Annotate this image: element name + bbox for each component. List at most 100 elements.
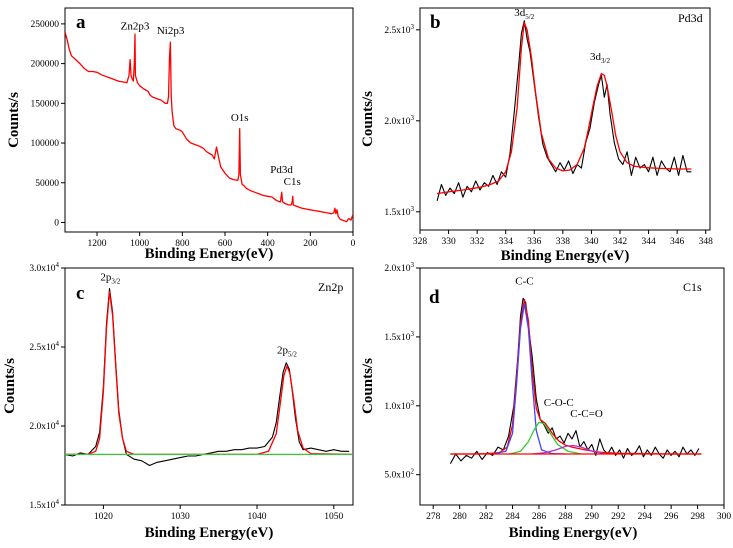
panel-a-annotation: Ni2p3 xyxy=(157,25,185,37)
panel-a-frame xyxy=(64,7,354,233)
panel-a-letter: a xyxy=(76,12,86,33)
ytick-exponent: 4 xyxy=(56,340,60,348)
panel-b-title: Pd3d xyxy=(678,11,703,25)
panel-a-xtick-label: 0 xyxy=(351,239,356,249)
panel-a-xtick-label: 400 xyxy=(261,239,276,249)
panel-b-xtick-label: 338 xyxy=(556,237,571,247)
panel-a-xtick-label: 200 xyxy=(303,239,318,249)
panel-d-annotations: C-C C-O-CC-C=O xyxy=(515,276,603,420)
ytick-exponent: 4 xyxy=(56,419,60,427)
panel-d-xtick-label: 294 xyxy=(638,512,653,522)
panel-c-title: Zn2p xyxy=(318,280,343,294)
ytick-mantissa: 3.0x10 xyxy=(29,264,55,274)
panel-a-ticks: 1200 1000 800 600 400 200 0 0 50000 100000 150000 2… xyxy=(31,20,356,249)
ytick-mantissa: 1.5x10 xyxy=(384,208,410,218)
panel-c-xtick-label: 1050 xyxy=(324,512,343,522)
annotation-subscript: 3/2 xyxy=(111,278,120,286)
panel-d-ylabel: Counts/s xyxy=(360,358,376,414)
panel-c-frame xyxy=(64,267,354,506)
panel-d-title: C1s xyxy=(683,280,702,294)
annotation-text: Pd3d xyxy=(270,164,293,176)
panel-a-series-survey xyxy=(65,31,353,223)
annotation-text: C-C=O xyxy=(570,408,603,420)
ytick-mantissa: 2.0x10 xyxy=(384,117,410,127)
panel-c-ytick-label: 3.0x104 xyxy=(29,261,59,274)
panel-c-ticks: 1020 1030 1040 10501.5x1042.0x1042.5x1043.0… xyxy=(29,261,343,522)
ytick-mantissa: 2.5x10 xyxy=(384,26,410,36)
panel-b-xtick-label: 342 xyxy=(613,237,628,247)
annotation-text: 3d xyxy=(590,51,602,63)
panel-d-letter: d xyxy=(429,287,440,308)
panel-d-annotation: C-C=O xyxy=(570,408,603,420)
panel-d-series-envelope xyxy=(450,299,702,455)
panel-d-xlabel: Binding Energy(eV) xyxy=(509,525,638,541)
panel-c-annotation: 2p3/2 xyxy=(100,272,120,286)
panel-c-xlabel: Binding Energy(eV) xyxy=(145,525,274,541)
ytick-exponent: 4 xyxy=(56,498,60,506)
panel-d-xtick-label: 296 xyxy=(664,512,679,522)
panel-c-ylabel: Counts/s xyxy=(2,358,18,414)
annotation-text: Ni2p3 xyxy=(157,25,185,37)
panel-d-xtick-label: 292 xyxy=(611,512,626,522)
annotation-subscript: 5/2 xyxy=(288,350,297,358)
panel-c-annotation: 2p5/2 xyxy=(277,344,297,358)
panel-b-xtick-label: 334 xyxy=(499,237,514,247)
panel-b-xtick-label: 344 xyxy=(641,237,656,247)
annotation-text: 2p xyxy=(100,272,112,284)
panel-d-ytick-label: 1.0x103 xyxy=(384,399,414,412)
panel-b-ylabel: Counts/s xyxy=(360,91,376,147)
panel-c-ytick-label: 1.5x104 xyxy=(29,498,59,511)
panel-d-ytick-label: 1.5x103 xyxy=(384,330,414,343)
panel-b-xlabel: Binding Energy(eV) xyxy=(501,248,630,264)
panel-d-series-c-c xyxy=(492,303,566,455)
ytick-mantissa: 1.5x10 xyxy=(384,333,410,343)
panel-d-series-c-c-o xyxy=(532,444,606,455)
ytick-exponent: 3 xyxy=(411,23,415,31)
panel-d-xtick-label: 290 xyxy=(585,512,600,522)
panel-c-ytick-label: 2.0x104 xyxy=(29,419,59,432)
panel-d-ytick-label: 5.0x102 xyxy=(384,468,414,481)
panel-b-ytick-label: 2.5x103 xyxy=(384,23,414,36)
panel-b-ytick-label: 1.5x103 xyxy=(384,205,414,218)
panel-b-xtick-label: 336 xyxy=(527,237,542,247)
panel-a-xtick-label: 1200 xyxy=(88,239,107,249)
panel-b-xtick-label: 330 xyxy=(441,237,456,247)
panel-a-annotation: Zn2p3 xyxy=(121,20,150,32)
panel-d-xtick-label: 282 xyxy=(479,512,494,522)
panel-b-annotation: 3d5/2 xyxy=(514,7,534,21)
panel-a-xtick-label: 600 xyxy=(218,239,233,249)
panel-b-series-raw xyxy=(436,20,692,202)
panel-b-ytick-label: 2.0x103 xyxy=(384,114,414,127)
annotation-text: O1s xyxy=(231,112,249,124)
panel-b-frame xyxy=(419,7,711,231)
panel-b-xtick-label: 340 xyxy=(584,237,599,247)
panel-c-ytick-label: 2.5x104 xyxy=(29,340,59,353)
panel-c-series-fit xyxy=(65,291,353,456)
panel-b-xtick-label: 348 xyxy=(699,237,714,247)
panel-a-ytick-label: 50000 xyxy=(35,179,59,189)
ytick-mantissa: 1.0x10 xyxy=(384,402,410,412)
annotation-text: Zn2p3 xyxy=(121,20,150,32)
panel-a-xtick-label: 800 xyxy=(175,239,190,249)
panel-b-series-fit xyxy=(436,21,692,195)
panel-b-xtick-label: 332 xyxy=(470,237,485,247)
panel-d-xtick-label: 298 xyxy=(690,512,705,522)
ytick-mantissa: 2.0x10 xyxy=(384,264,410,274)
panel-a-ytick-label: 100000 xyxy=(31,139,60,149)
panel-a-ylabel: Counts/s xyxy=(6,92,22,148)
panel-d-series-raw xyxy=(449,297,700,464)
panel-d-xtick-label: 288 xyxy=(558,512,573,522)
ytick-exponent: 4 xyxy=(56,261,60,269)
ytick-exponent: 2 xyxy=(411,468,415,476)
panel-d-xtick-label: 278 xyxy=(426,512,441,522)
panel-d-ticks: 278 280 282 284 286 288 290 292 294 296 298 300 5.0x… xyxy=(384,261,731,522)
panel-a-ytick-label: 200000 xyxy=(31,60,60,70)
panel-d-annotation: C-O-C xyxy=(544,397,574,409)
panel-c-xtick-label: 1020 xyxy=(94,512,113,522)
ytick-mantissa: 2.5x10 xyxy=(29,343,55,353)
panel-a-xlabel: Binding Energy(eV) xyxy=(145,246,274,262)
